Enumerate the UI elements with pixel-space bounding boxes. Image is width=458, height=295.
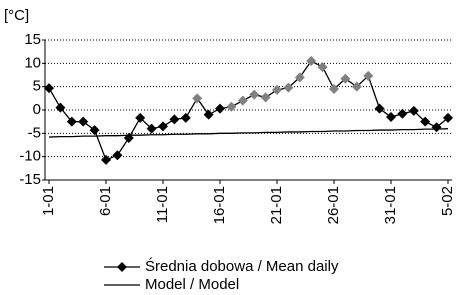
legend-label: Model / Model [145,276,239,293]
x-tick-label: 5-02 [439,186,456,216]
y-tick-label: 5 [33,78,41,95]
data-point [215,104,225,114]
x-tick-label: 11-01 [154,186,171,223]
data-point [90,125,100,135]
y-axis-label: [°C] [4,7,29,24]
chart: [°C] -15 -10 -5 0 5 10 15 1-01 6-01 11-01 16-01 21-… [0,0,458,295]
data-point [112,150,122,160]
data-point [386,112,396,122]
y-tick-label: -5 [28,124,41,141]
data-point [375,104,385,114]
legend-marker [117,262,127,272]
y-tick-label: 0 [33,101,41,118]
data-point [204,110,214,120]
data-point [249,90,259,100]
data-point [181,113,191,123]
data-point [306,56,316,66]
y-tick-label: 15 [24,31,41,48]
y-tick-label: 10 [24,54,41,71]
data-point [192,93,202,103]
x-tick-label: 16-01 [211,186,228,224]
data-point [261,92,271,102]
data-point [169,114,179,124]
data-point [158,121,168,131]
x-tick-label: 6-01 [97,186,114,216]
data-point [124,133,134,143]
x-tick-label: 1-01 [40,186,57,216]
y-tick-label: -10 [19,148,41,165]
x-tick-label: 31-01 [382,186,399,224]
x-tick-label: 21-01 [268,186,285,224]
data-point [238,96,248,106]
data-point [78,117,88,127]
x-tick-label: 26-01 [325,186,342,224]
data-point [318,62,328,72]
legend-label: Średnia dobowa / Mean daily [145,257,339,275]
y-tick-label: -15 [19,171,41,188]
